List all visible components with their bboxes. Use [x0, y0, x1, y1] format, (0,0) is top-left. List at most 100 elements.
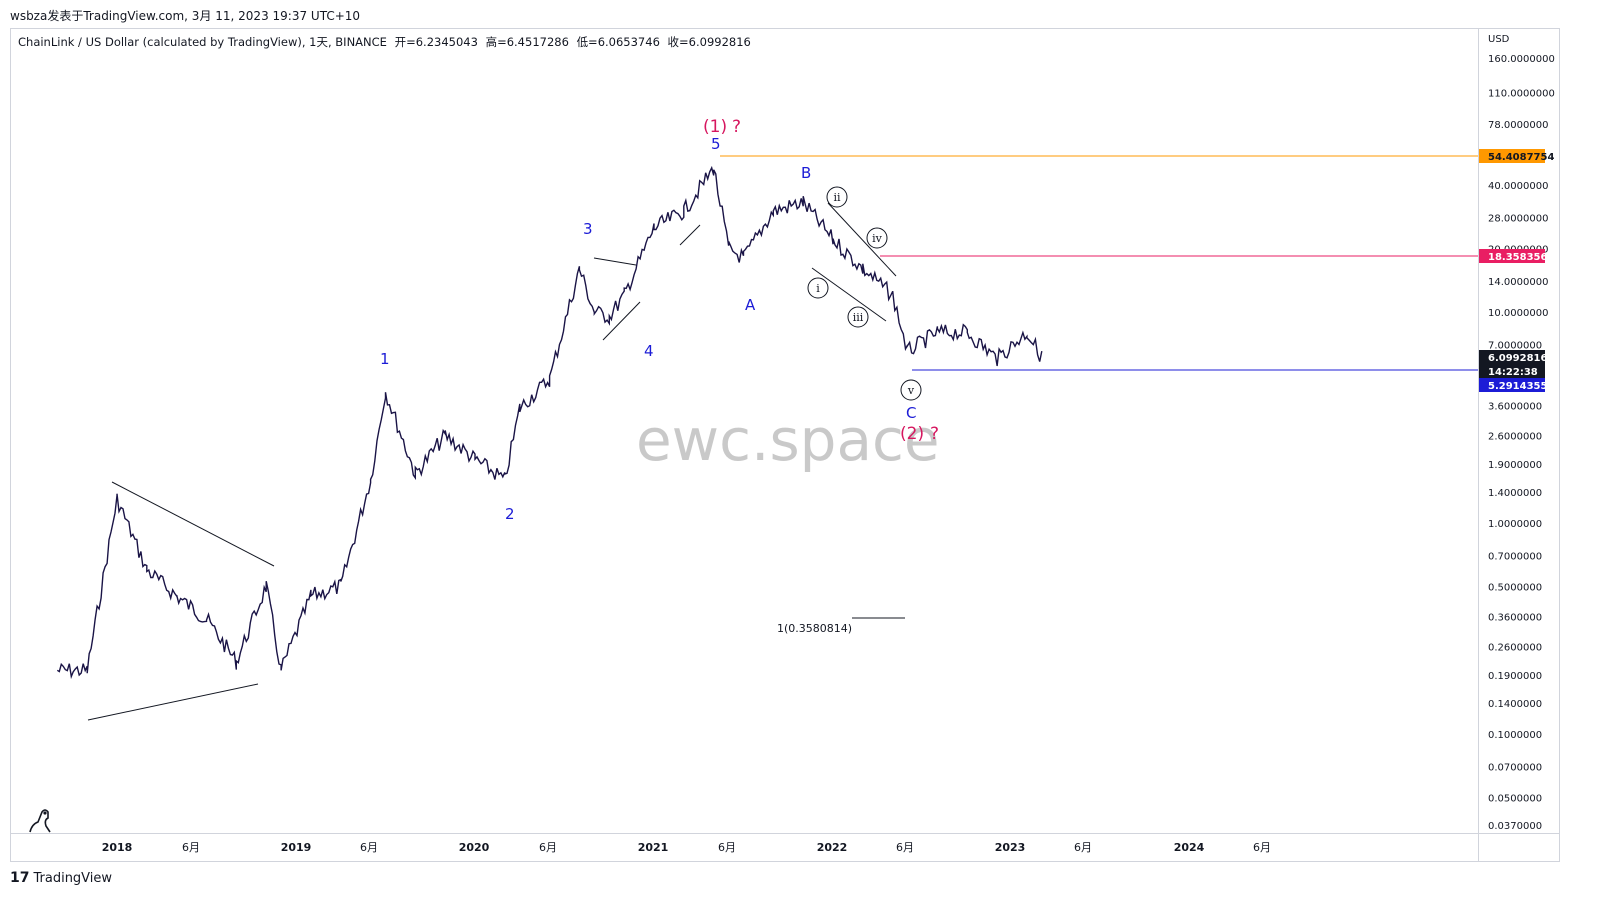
price-axis-tick: 1.9000000	[1488, 460, 1542, 471]
ohlc-close: 收=6.0992816	[667, 35, 751, 49]
time-axis-tick: 6月	[1074, 841, 1092, 854]
tradingview-dino-icon	[29, 809, 51, 833]
time-axis-tick: 6月	[182, 841, 200, 854]
time-axis-tick: 6月	[539, 841, 557, 854]
price-series-layer	[56, 165, 1043, 680]
price-axis-tick: 7.0000000	[1488, 341, 1542, 352]
wave-label-3: 3	[583, 220, 593, 238]
price-axis-tick: 2.6000000	[1488, 431, 1542, 442]
wave-label-major-2-question: ?	[930, 424, 939, 444]
wave-circle-iii: iii	[847, 306, 869, 328]
time-axis-tick: 2018	[102, 841, 133, 854]
wave4-triangle-diag	[602, 301, 641, 341]
price-axis-tick: 1.0000000	[1488, 519, 1542, 530]
price-axis-tick: 160.0000000	[1488, 54, 1555, 65]
wave-label-major-1-question: ?	[732, 117, 741, 137]
price-axis-tick: 0.3600000	[1488, 613, 1542, 624]
time-axis-ticks: 2018 6月 2019 6月 2020 6月 2021 6月 2022 6月 2023 6月 2024…	[102, 841, 1271, 854]
price-axis-tick: 0.1400000	[1488, 699, 1542, 710]
ohlc-low: 低=6.0653746	[576, 35, 660, 49]
time-axis-tick: 2019	[281, 841, 312, 854]
wedge-lower-line	[811, 267, 887, 322]
symbol-legend[interactable]: ChainLink / US Dollar (calculated by Tra…	[18, 34, 755, 50]
triangle-upper-line	[111, 481, 275, 567]
wave4-triangle-top	[593, 257, 637, 266]
time-axis-tick: 2022	[817, 841, 848, 854]
price-tag-label: 6.0992816	[1488, 353, 1548, 364]
price-series-line	[56, 165, 1043, 680]
wave-label-major-1: (1)	[703, 117, 727, 137]
price-tag: 18.3583569	[1479, 249, 1554, 263]
triangle-lower-line	[87, 683, 259, 721]
price-axis-tick: 0.7000000	[1488, 552, 1542, 563]
price-tag-label: 54.4087754	[1488, 152, 1554, 163]
price-tag: 5.2914355	[1479, 378, 1548, 392]
footer-brand: TradingView	[33, 870, 113, 886]
price-tag-background	[1479, 149, 1545, 163]
watermark: ewc.space	[636, 406, 940, 474]
price-axis-ticks: 160.0000000 110.0000000 78.0000000 40.00000…	[1488, 54, 1555, 832]
price-tag-label: 5.2914355	[1488, 381, 1548, 392]
wedge-upper-line	[827, 202, 897, 277]
price-axis-tick: 14.0000000	[1488, 277, 1548, 288]
wave-label-v: v	[907, 384, 915, 397]
wave-circle-i: i	[807, 277, 829, 299]
tradingview-logo-icon: 17	[10, 870, 30, 886]
wave-label-major-2: (2)	[900, 424, 924, 444]
time-axis-tick: 2023	[995, 841, 1026, 854]
wave-circle-v: v	[900, 379, 922, 401]
price-tag-background	[1479, 249, 1545, 263]
price-axis-tick: 0.0500000	[1488, 794, 1542, 805]
wave-label-A: A	[745, 296, 756, 314]
price-tag-background	[1479, 350, 1545, 364]
price-axis-tick: 0.1900000	[1488, 671, 1542, 682]
price-axis-tick: 3.6000000	[1488, 402, 1542, 413]
wave-label-5: 5	[711, 135, 721, 153]
wave-label-i: i	[816, 282, 820, 295]
chart-header: wsbza发表于TradingView.com, 3月 11, 2023 19:…	[10, 9, 361, 23]
price-axis-tick: 40.0000000	[1488, 181, 1548, 192]
time-axis-divider	[10, 833, 1560, 834]
time-axis-tick: 6月	[896, 841, 914, 854]
price-tag-label: 14:22:38	[1488, 367, 1538, 378]
price-axis-tick: 28.0000000	[1488, 214, 1548, 225]
time-axis-tick: 2020	[459, 841, 490, 854]
wave-label-B: B	[801, 164, 811, 182]
wave-label-iv: iv	[872, 232, 883, 245]
wave-label-4: 4	[644, 342, 654, 360]
pattern-lines	[87, 202, 905, 721]
price-tag-background	[1479, 378, 1545, 392]
price-tag: 6.0992816	[1479, 350, 1548, 364]
price-tags: 54.4087754 18.3583569 6.0992816 14:22:38 5.2…	[1479, 149, 1554, 392]
wave-circle-ii: ii	[826, 186, 848, 208]
price-tag: 54.4087754	[1479, 149, 1554, 163]
chart-frame	[10, 28, 1560, 862]
wave-label-C: C	[906, 404, 916, 422]
price-axis-divider	[1478, 28, 1479, 862]
price-axis-tick: 0.2600000	[1488, 642, 1542, 653]
price-axis-tick: 78.0000000	[1488, 120, 1548, 131]
small-flag-1	[679, 224, 701, 246]
fib-annotation: 1(0.3580814)	[777, 622, 852, 635]
time-axis-tick: 6月	[360, 841, 378, 854]
wave-label-iii: iii	[853, 311, 864, 324]
footer[interactable]: 17 TradingView	[10, 870, 112, 886]
wave-label-ii: ii	[833, 191, 841, 204]
price-axis-tick: 0.5000000	[1488, 583, 1542, 594]
price-axis-tick: 0.1000000	[1488, 730, 1542, 741]
price-axis-currency: USD	[1488, 34, 1510, 45]
price-tag-background	[1479, 364, 1545, 378]
price-tag: 14:22:38	[1479, 364, 1545, 378]
price-axis-tick: 0.0700000	[1488, 763, 1542, 774]
price-tag-label: 18.3583569	[1488, 252, 1554, 263]
wave-label-1: 1	[380, 350, 390, 368]
time-axis-tick: 2024	[1174, 841, 1205, 854]
symbol-name: ChainLink / US Dollar (calculated by Tra…	[18, 35, 387, 49]
ohlc-open: 开=6.2345043	[394, 35, 478, 49]
price-axis-tick: 1.4000000	[1488, 488, 1542, 499]
price-axis-tick: 10.0000000	[1488, 308, 1548, 319]
time-axis-tick: 6月	[718, 841, 736, 854]
time-axis-tick: 6月	[1253, 841, 1271, 854]
price-axis-tick: 110.0000000	[1488, 88, 1555, 99]
